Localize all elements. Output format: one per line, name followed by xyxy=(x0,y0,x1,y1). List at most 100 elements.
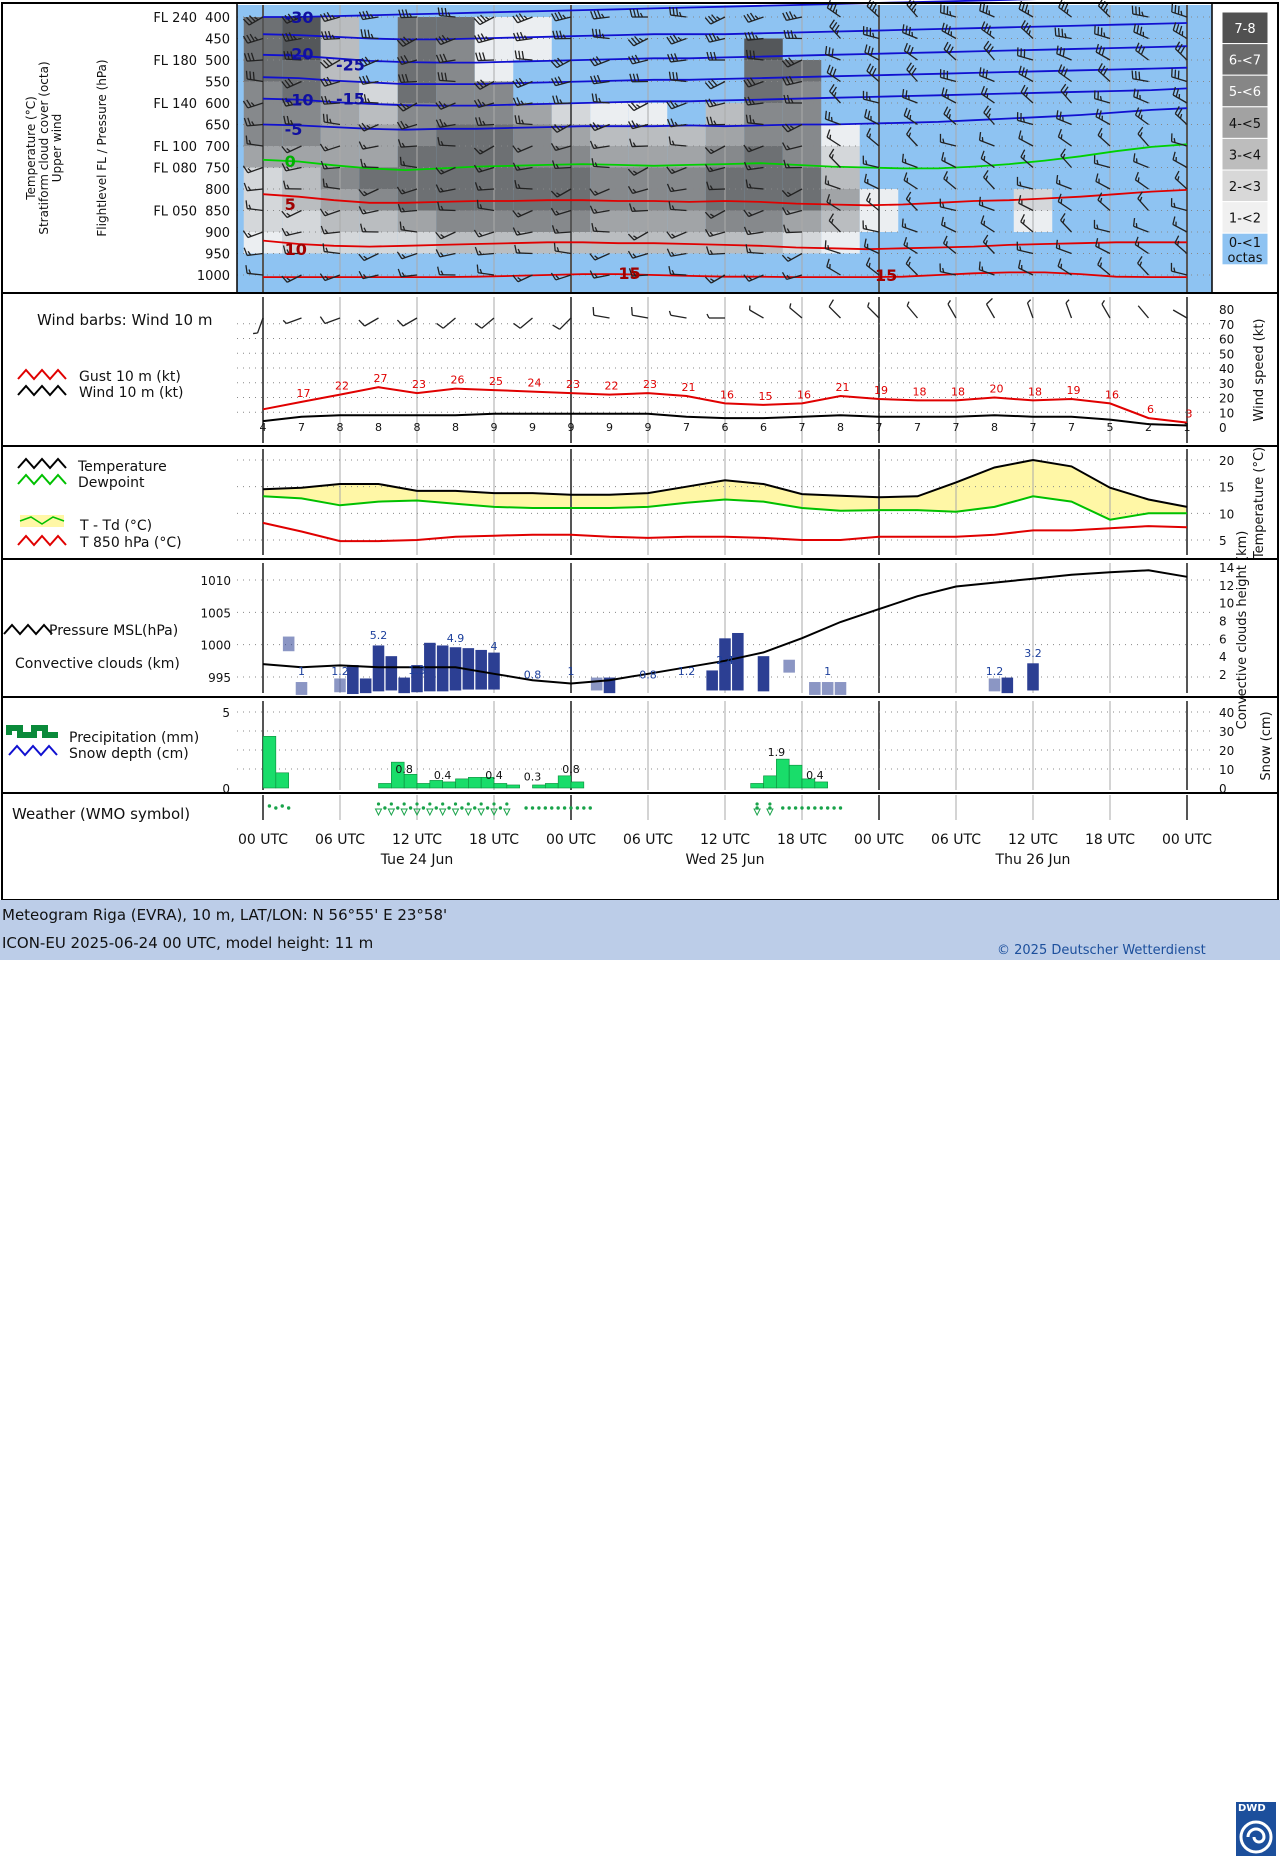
flight-level-label: FL 180 xyxy=(153,54,197,69)
precipitation-bar xyxy=(276,773,289,788)
wind-barb xyxy=(286,318,301,323)
day-label: Tue 24 Jun xyxy=(380,852,454,868)
shower-symbol xyxy=(767,809,773,815)
wind-barb xyxy=(482,318,494,328)
wind-barb-feather xyxy=(397,320,403,326)
gust-data-label: 3 xyxy=(1186,408,1193,421)
wind-barb-feather xyxy=(323,179,324,187)
legend-snow: Snow depth (cm) xyxy=(69,746,189,762)
precipitation-bar xyxy=(751,783,764,788)
cloud-cover-cell xyxy=(590,168,629,190)
time-tick-label: 18 UTC xyxy=(777,832,827,848)
convective-cloud-bar xyxy=(706,670,718,690)
wind-barb-feather xyxy=(836,9,837,13)
wind-barb-feather xyxy=(907,178,908,182)
pressure-tick-label: 1000 xyxy=(200,639,231,653)
snow-tick-label: 20 xyxy=(1219,744,1234,758)
convective-cloud-bar xyxy=(334,678,346,692)
convective-cloud-bar xyxy=(822,682,834,695)
convective-data-label: 1.2 xyxy=(678,665,696,678)
convective-data-label: 1 xyxy=(568,665,575,678)
wind-barb xyxy=(403,318,417,326)
wind-barb-feather xyxy=(1066,300,1069,303)
wind-barb-feather xyxy=(982,202,983,206)
gust-data-label: 20 xyxy=(990,383,1004,396)
convective-data-label: 0.8 xyxy=(524,668,542,681)
convective-tick-label: 14 xyxy=(1219,561,1234,575)
convective-data-label: 1.3 xyxy=(408,664,426,677)
rain-symbol xyxy=(544,806,547,809)
wind-barb xyxy=(1173,310,1187,318)
wind-barb xyxy=(632,315,648,318)
rain-symbol xyxy=(531,806,534,809)
gust-data-label: 16 xyxy=(1105,388,1119,401)
convective-tick-label: 8 xyxy=(1219,615,1227,629)
shower-symbol-dot xyxy=(480,802,483,805)
convective-cloud-bar xyxy=(488,653,500,690)
convective-data-label: 1 xyxy=(298,665,305,678)
convective-data-label: 0.8 xyxy=(639,668,657,681)
rain-symbol xyxy=(383,806,386,809)
wind-barb-feather xyxy=(1056,240,1057,248)
legend-t850: T 850 hPa (°C) xyxy=(79,535,182,551)
footer-station-line: Meteogram Riga (EVRA), 10 m, LAT/LON: N … xyxy=(2,906,447,924)
axis-label-flightlevel: Flightlevel FL / Pressure (hPa) xyxy=(95,59,109,236)
drizzle-symbol xyxy=(281,804,284,807)
wind-barb xyxy=(1138,306,1148,318)
wind-data-label: 8 xyxy=(375,421,382,434)
gust-data-label: 26 xyxy=(451,374,465,387)
legend-spread: T - Td (°C) xyxy=(79,518,152,534)
legend-pressure: Pressure MSL(hPa) xyxy=(49,623,178,639)
wind-panel-title: Wind barbs: Wind 10 m xyxy=(37,311,212,329)
pressure-tick-label: 1010 xyxy=(200,574,231,588)
time-tick-label: 00 UTC xyxy=(238,832,288,848)
drizzle-symbol xyxy=(274,806,277,809)
temperature-tick-label: 10 xyxy=(1219,507,1234,521)
convective-cloud-bar xyxy=(1027,663,1039,690)
rain-symbol xyxy=(781,806,784,809)
rain-symbol xyxy=(787,806,790,809)
precipitation-bar xyxy=(558,776,571,788)
gust-data-label: 19 xyxy=(874,384,888,397)
wind-barb-feather xyxy=(477,200,478,208)
wind-barb xyxy=(363,102,379,103)
wind-data-label: 9 xyxy=(491,421,498,434)
precipitation-data-label: 0.3 xyxy=(524,770,542,783)
wind-barb-feather xyxy=(905,159,906,163)
wind-barb-feather xyxy=(320,317,325,324)
wind-barb-feather xyxy=(400,157,401,165)
precipitation-bar xyxy=(789,765,802,788)
gust-data-label: 16 xyxy=(797,388,811,401)
wind-barb-feather xyxy=(987,93,988,97)
rain-symbol xyxy=(820,806,823,809)
wind-barb xyxy=(555,103,571,104)
flight-level-label: FL 080 xyxy=(153,162,197,177)
wind-data-label: 7 xyxy=(298,421,305,434)
cloud-cover-cell xyxy=(821,168,860,190)
shower-symbol xyxy=(504,809,510,815)
wind-barb-feather xyxy=(554,243,555,251)
rain-symbol xyxy=(409,806,412,809)
cloud-legend-label: 6-<7 xyxy=(1229,54,1261,69)
gust-data-label: 16 xyxy=(720,388,734,401)
wind-tick-label: 80 xyxy=(1219,303,1234,317)
convective-cloud-bar xyxy=(475,650,487,690)
legend-swatch xyxy=(9,746,57,755)
cloud-cover-cell xyxy=(359,103,398,125)
legend-dewpoint: Dewpoint xyxy=(78,475,145,491)
wind-barb-feather xyxy=(829,112,830,120)
wind-barb-feather xyxy=(790,303,791,307)
wind-data-label: 7 xyxy=(914,421,921,434)
gust-data-label: 22 xyxy=(335,380,349,393)
time-tick-label: 00 UTC xyxy=(1162,832,1212,848)
convective-cloud-bar xyxy=(360,678,372,693)
wind-data-label: 6 xyxy=(760,421,767,434)
wind-barb-feather xyxy=(830,135,831,139)
drizzle-symbol xyxy=(287,806,290,809)
precipitation-bar xyxy=(468,777,481,788)
pressure-level-label: 650 xyxy=(205,119,230,134)
wind-barb-feather xyxy=(1138,177,1139,181)
time-tick-label: 12 UTC xyxy=(700,832,750,848)
